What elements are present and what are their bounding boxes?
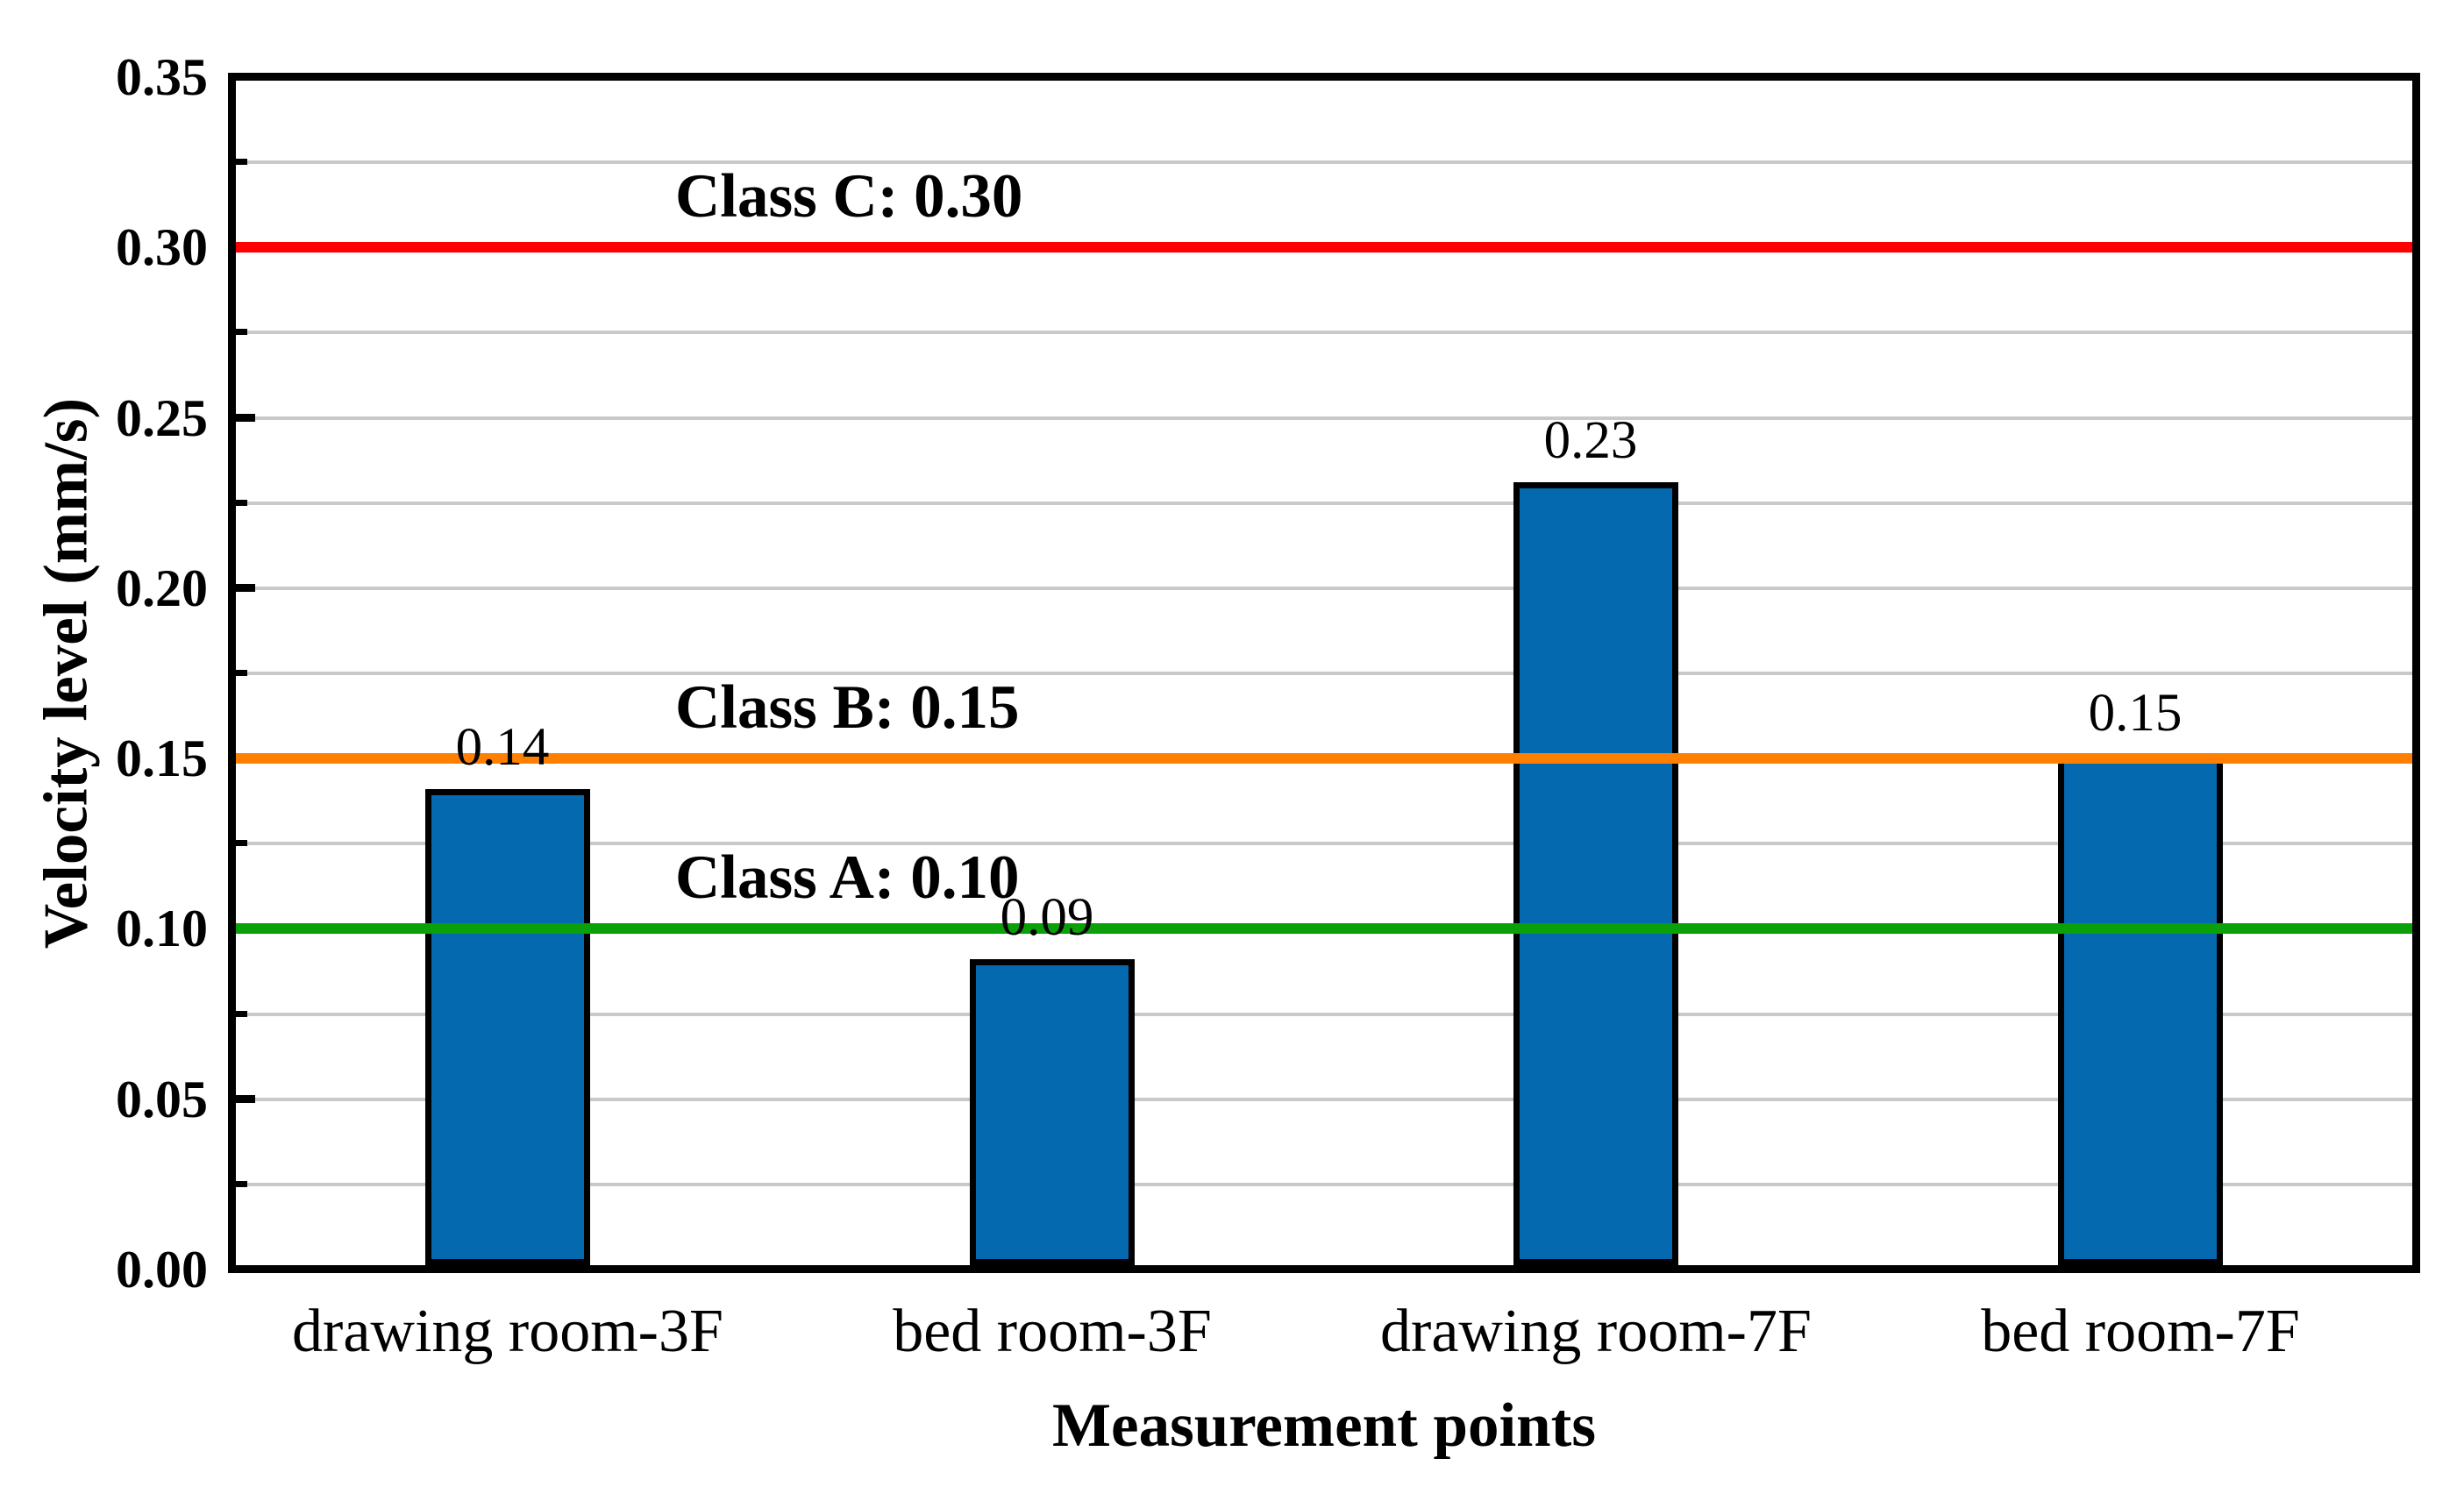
- y-minor-tick: [236, 1011, 247, 1017]
- bar-value-label: 0.09: [1000, 888, 1094, 947]
- bar-value-label: 0.15: [2088, 684, 2183, 743]
- y-tick-label: 0.35: [116, 48, 208, 106]
- bar: [970, 959, 1135, 1265]
- reference-line-label: Class C: 0.30: [675, 162, 1023, 231]
- y-gridline: [236, 1013, 2412, 1016]
- reference-line-label: Class B: 0.15: [675, 673, 1020, 742]
- y-gridline: [236, 502, 2412, 505]
- y-minor-tick: [236, 840, 247, 846]
- bar: [2058, 755, 2223, 1265]
- y-gridline: [236, 587, 2412, 590]
- bar: [425, 789, 590, 1265]
- reference-line: [236, 923, 2412, 934]
- reference-line-label: Class A: 0.10: [675, 843, 1020, 912]
- y-tick-label: 0.30: [116, 218, 208, 276]
- y-minor-tick: [236, 1181, 247, 1187]
- x-category-label: drawing room-7F: [1380, 1298, 1812, 1365]
- y-gridline: [236, 1183, 2412, 1186]
- x-category-label: bed room-3F: [893, 1298, 1212, 1365]
- reference-line: [236, 242, 2412, 253]
- y-gridline: [236, 416, 2412, 420]
- y-tick-label: 0.00: [116, 1241, 208, 1298]
- y-major-tick: [236, 584, 255, 592]
- y-tick-label: 0.10: [116, 900, 208, 957]
- y-axis-title: Velocity level (mm/s): [32, 397, 101, 950]
- reference-line: [236, 753, 2412, 764]
- y-minor-tick: [236, 329, 247, 335]
- y-gridline: [236, 160, 2412, 164]
- y-major-tick: [236, 414, 255, 422]
- y-gridline: [236, 1098, 2412, 1101]
- y-tick-label: 0.25: [116, 389, 208, 447]
- y-tick-label: 0.05: [116, 1071, 208, 1128]
- plot-area: 0.14 0.09 0.23 0.15: [228, 73, 2420, 1273]
- y-gridline: [236, 672, 2412, 675]
- bar-value-label: 0.23: [1543, 411, 1638, 470]
- y-gridline: [236, 331, 2412, 334]
- y-tick-label: 0.20: [116, 559, 208, 617]
- x-category-label: drawing room-3F: [292, 1298, 723, 1365]
- bar-value-label: 0.14: [455, 718, 550, 777]
- y-major-tick: [236, 1095, 255, 1103]
- y-tick-label: 0.15: [116, 729, 208, 787]
- y-minor-tick: [236, 500, 247, 506]
- x-axis-title: Measurement points: [1052, 1391, 1596, 1460]
- x-category-label: bed room-7F: [1981, 1298, 2300, 1365]
- y-minor-tick: [236, 670, 247, 676]
- y-gridline: [236, 842, 2412, 845]
- y-minor-tick: [236, 159, 247, 165]
- bar: [1513, 482, 1678, 1265]
